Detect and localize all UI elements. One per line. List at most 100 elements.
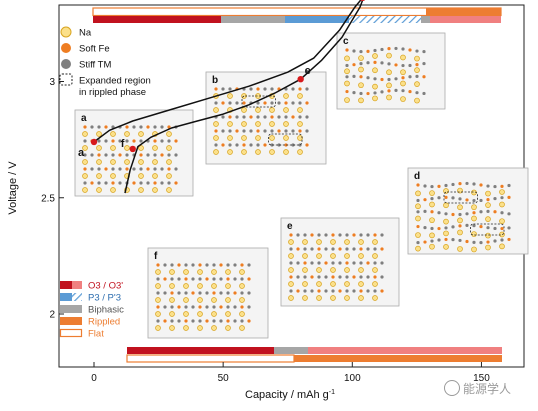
na-atom — [485, 244, 491, 251]
fe-atom — [486, 240, 490, 244]
fe-atom — [270, 115, 274, 119]
phase-bar-o3-light-bottom — [308, 347, 502, 354]
tm-atom — [345, 289, 349, 293]
na-atom — [155, 297, 161, 303]
na-atom — [213, 107, 219, 113]
tm-atom — [163, 305, 167, 309]
tm-atom — [345, 75, 349, 79]
tm-atom — [500, 196, 504, 200]
tm-atom — [212, 319, 216, 323]
tm-atom — [422, 49, 426, 54]
tm-atom — [373, 91, 377, 95]
na-atom — [443, 244, 449, 250]
tm-atom — [444, 183, 448, 188]
tm-atom — [366, 76, 370, 80]
tm-atom — [226, 305, 230, 309]
insets: a b c d e f — [74, 32, 529, 339]
tm-atom — [221, 87, 225, 91]
x-tick-label: 150 — [473, 373, 490, 384]
na-atom — [443, 218, 449, 225]
tm-atom — [191, 263, 195, 267]
fe-atom — [167, 167, 171, 171]
fe-atom — [305, 143, 309, 147]
tm-atom — [221, 115, 225, 119]
legend-label: Rippled — [88, 317, 120, 328]
tm-atom — [359, 49, 363, 54]
tm-atom — [240, 291, 244, 295]
phase-bar-o3-top — [93, 16, 221, 23]
tm-atom — [228, 143, 232, 147]
na-atom — [183, 297, 189, 303]
tm-atom — [415, 91, 419, 95]
na-atom — [288, 281, 294, 287]
tm-atom — [352, 289, 356, 293]
fe-atom — [256, 87, 260, 91]
na-atom — [330, 295, 336, 301]
na-atom — [344, 295, 350, 301]
legend-item-p3: P3 / P'3 — [60, 293, 121, 304]
fe-atom — [184, 277, 188, 281]
tm-atom — [507, 226, 511, 230]
tm-atom — [263, 129, 267, 133]
tm-atom — [472, 198, 476, 203]
point-e — [297, 75, 304, 83]
tm-atom — [177, 291, 181, 295]
na-atom — [344, 55, 350, 62]
phase-bars — [92, 7, 502, 363]
tm-atom — [345, 247, 349, 251]
tm-atom — [359, 91, 363, 96]
na-atom — [82, 159, 88, 165]
na-atom — [197, 325, 203, 331]
tm-atom — [324, 289, 328, 293]
tm-atom — [303, 247, 307, 251]
na-atom — [372, 295, 378, 301]
tm-atom — [352, 49, 356, 53]
fe-atom — [296, 289, 300, 293]
na-atom — [429, 232, 435, 239]
legend-item-na: Na — [60, 26, 92, 39]
tm-atom — [256, 101, 260, 105]
inset-label: c — [343, 36, 349, 47]
tm-atom — [277, 115, 281, 119]
na-atom — [429, 201, 435, 208]
tm-atom — [366, 247, 370, 251]
na-atom — [239, 269, 245, 275]
tm-atom — [205, 291, 209, 295]
legend-item-rippled: Rippled — [60, 317, 120, 328]
tm-atom — [184, 263, 188, 267]
tm-atom — [174, 167, 178, 171]
phase-bar-o3-bottom — [127, 347, 274, 354]
tm-atom — [219, 291, 223, 295]
na-atom — [297, 121, 303, 127]
tm-atom — [423, 226, 427, 230]
phase-bar-biphasic-top — [221, 16, 285, 23]
na-atom — [297, 93, 303, 99]
tm-atom — [83, 153, 87, 157]
na-atom — [82, 173, 88, 179]
tm-atom — [324, 233, 328, 237]
na-atom — [330, 267, 336, 273]
na-atom — [227, 135, 233, 141]
na-atom — [169, 325, 175, 331]
legend-item-fe: Soft Fe — [61, 43, 110, 55]
tm-atom — [270, 101, 274, 105]
tm-atom — [416, 210, 420, 214]
na-atom — [138, 145, 144, 151]
tm-atom — [373, 77, 377, 81]
tm-atom — [233, 277, 237, 281]
fe-atom — [226, 277, 230, 281]
tm-atom — [359, 275, 363, 279]
tm-atom — [430, 196, 434, 201]
tm-atom — [139, 139, 143, 143]
tm-atom — [156, 277, 160, 281]
tm-atom — [430, 184, 434, 189]
fe-atom — [235, 129, 239, 133]
na-atom — [358, 295, 364, 301]
na-atom — [155, 325, 161, 331]
tm-atom — [219, 277, 223, 281]
phase-bar-p3-top — [285, 16, 349, 23]
na-atom — [283, 121, 289, 127]
fe-atom — [380, 289, 384, 293]
tm-atom — [493, 239, 497, 243]
